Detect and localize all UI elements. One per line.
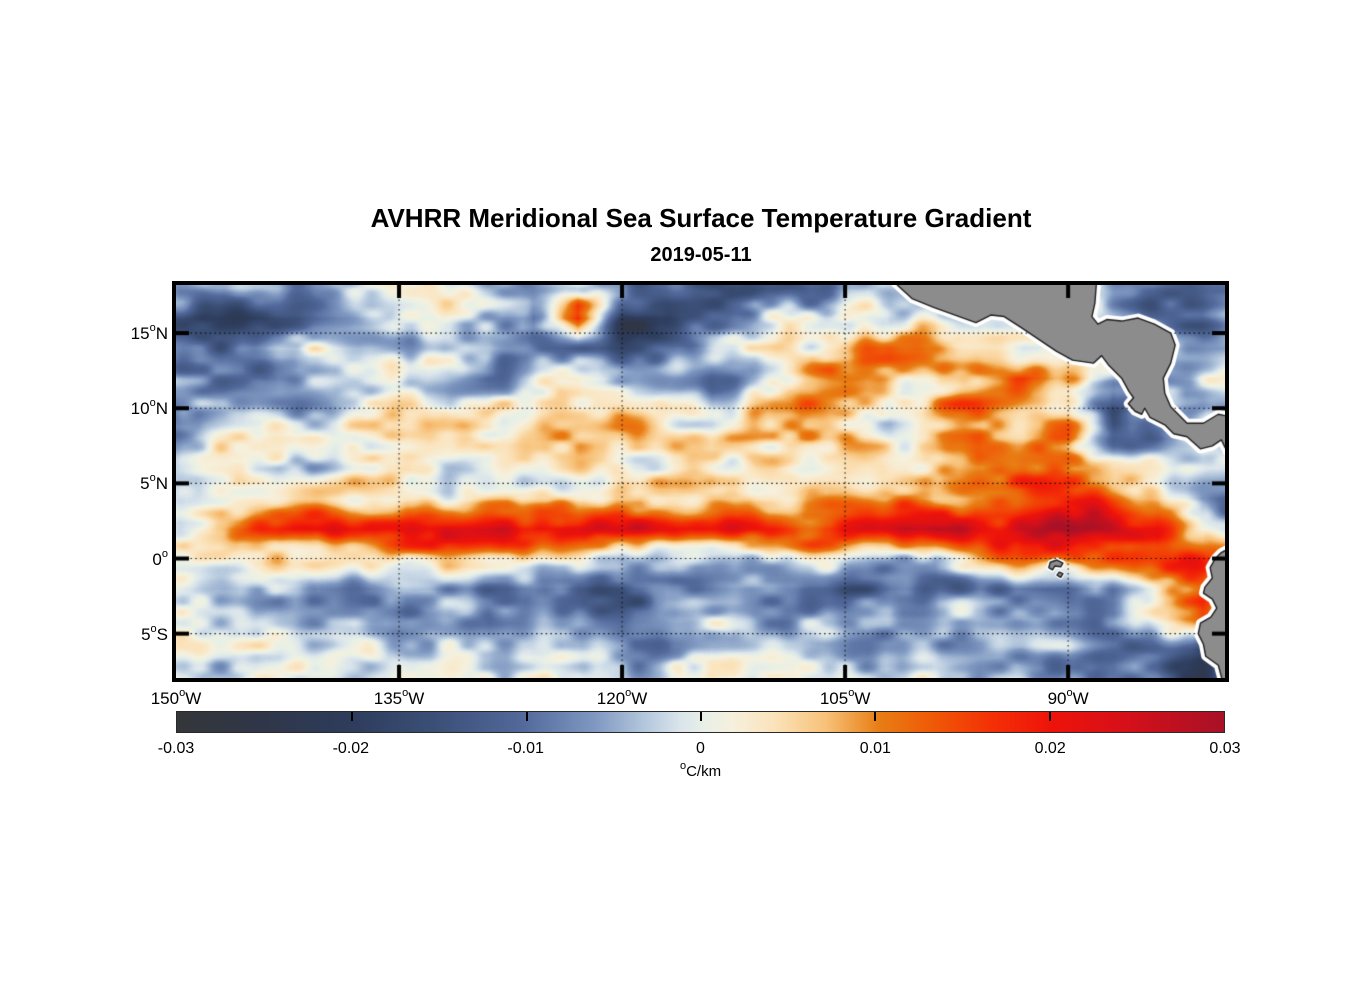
colorbar-tick-label: 0.03 [1209, 740, 1241, 757]
colorbar-tick-mark [1048, 712, 1051, 721]
lon-tick-label: 150oW [150, 687, 202, 708]
colorbar [176, 711, 1225, 733]
colorbar-tick-label: 0.02 [1034, 740, 1066, 757]
degree-symbol: o [1066, 687, 1073, 699]
degree-symbol: o [150, 622, 157, 635]
map-plot-area [172, 281, 1229, 682]
colorbar-tick-mark [525, 712, 528, 721]
lon-tick-label: 90oW [1047, 687, 1089, 708]
degree-symbol: o [149, 322, 156, 335]
degree-symbol: o [149, 397, 156, 410]
colorbar-tick-label: -0.02 [332, 740, 370, 757]
colorbar-tick-label: -0.03 [157, 740, 195, 757]
sst-gradient-heatmap [176, 285, 1225, 678]
colorbar-unit-label: oC/km [679, 760, 722, 781]
colorbar-tick-mark [351, 712, 354, 721]
degree-symbol: o [625, 687, 632, 699]
colorbar-tick-mark [874, 712, 877, 721]
degree-symbol: o [402, 687, 409, 699]
lat-tick-label: 5oN [140, 472, 168, 494]
colorbar-tick-label: 0 [696, 740, 705, 757]
lon-tick-label: 120oW [596, 687, 648, 708]
lat-tick-label: 0o [152, 547, 168, 569]
degree-symbol: o [149, 472, 156, 485]
degree-symbol: o [161, 547, 168, 560]
lon-tick-label: 105oW [819, 687, 871, 708]
degree-symbol: o [679, 760, 687, 772]
lat-tick-label: 5oS [141, 622, 168, 644]
colorbar-tick-label: 0.01 [859, 740, 891, 757]
degree-symbol: o [179, 687, 186, 699]
colorbar-tick-label: -0.01 [507, 740, 544, 757]
degree-symbol: o [848, 687, 855, 699]
lat-tick-label: 10oN [130, 397, 168, 419]
chart-date-subtitle: 2019-05-11 [650, 244, 752, 266]
colorbar-tick-mark [700, 712, 702, 721]
lon-tick-label: 135oW [373, 687, 425, 708]
chart-title: AVHRR Meridional Sea Surface Temperature… [370, 203, 1032, 233]
lat-tick-label: 15oN [130, 322, 168, 344]
